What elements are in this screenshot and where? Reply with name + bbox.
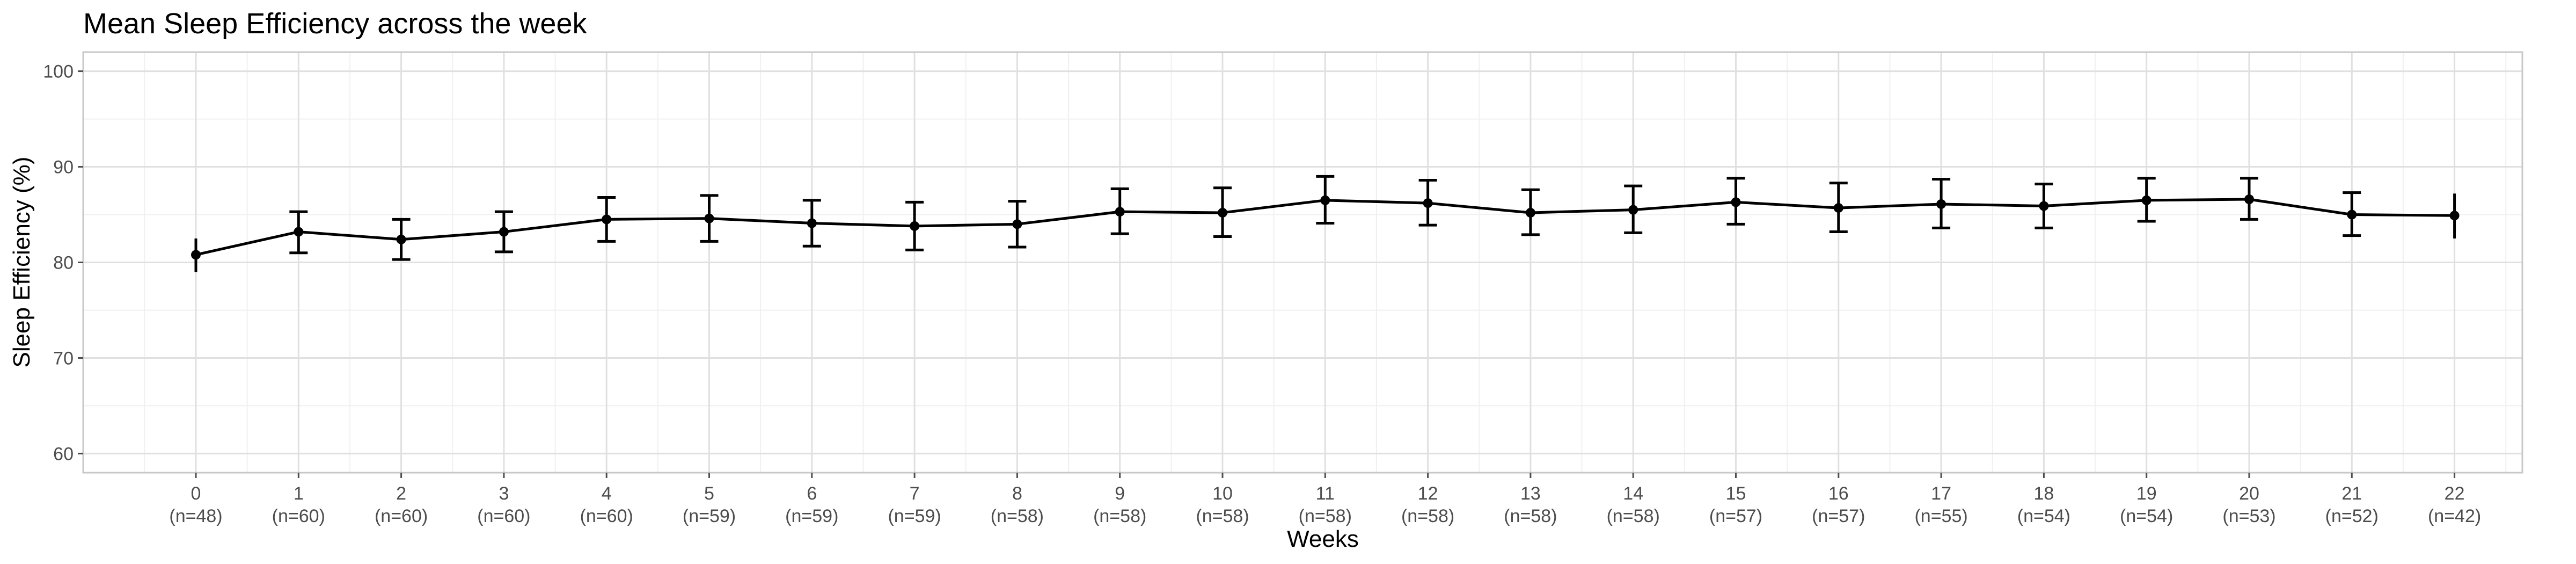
data-point [1320,195,1330,205]
x-tick-label: 12 [1418,483,1438,504]
data-point [1012,219,1022,229]
x-tick-n-label: (n=58) [1607,506,1660,526]
x-tick-label: 2 [396,483,406,504]
y-tick-label: 80 [53,253,74,273]
x-tick-n-label: (n=42) [2428,506,2481,526]
x-tick-label: 0 [191,483,201,504]
x-tick-n-label: (n=59) [785,506,838,526]
data-point [2141,195,2151,205]
x-tick-n-label: (n=58) [1401,506,1454,526]
data-point [910,221,920,231]
data-point [1423,198,1433,208]
x-tick-label: 5 [704,483,714,504]
data-point [1115,207,1125,217]
x-tick-n-label: (n=57) [1812,506,1865,526]
x-tick-label: 20 [2239,483,2259,504]
data-point [1525,207,1535,218]
x-tick-label: 6 [807,483,817,504]
data-point [2244,194,2254,205]
x-tick-n-label: (n=60) [477,506,530,526]
data-point [294,227,304,237]
x-axis: 0(n=48)1(n=60)2(n=60)3(n=60)4(n=60)5(n=5… [169,473,2481,526]
x-tick-n-label: (n=60) [375,506,428,526]
data-point [2449,211,2460,221]
data-point [1628,205,1638,215]
data-point [1833,203,1843,213]
x-axis-title: Weeks [1287,526,1359,552]
x-tick-n-label: (n=60) [272,506,325,526]
x-tick-label: 15 [1726,483,1746,504]
data-point [807,218,817,228]
data-point [1731,197,1741,207]
series-marks [191,175,2460,272]
x-tick-n-label: (n=48) [169,506,222,526]
x-tick-label: 13 [1520,483,1541,504]
x-tick-label: 8 [1012,483,1022,504]
x-tick-n-label: (n=60) [580,506,633,526]
data-point [396,234,406,244]
x-tick-n-label: (n=58) [1504,506,1557,526]
plot-grid [83,52,2522,473]
data-point [1936,199,1946,209]
x-tick-label: 19 [2136,483,2157,504]
x-tick-n-label: (n=58) [991,506,1044,526]
x-tick-label: 3 [499,483,509,504]
x-tick-n-label: (n=53) [2222,506,2275,526]
x-tick-n-label: (n=58) [1299,506,1352,526]
x-tick-n-label: (n=54) [2120,506,2173,526]
y-tick-label: 100 [43,62,74,82]
x-tick-label: 1 [294,483,304,504]
x-tick-label: 11 [1316,483,1335,504]
y-axis-title: Sleep Efficiency (%) [9,157,35,368]
x-tick-n-label: (n=54) [2017,506,2070,526]
y-tick-label: 60 [53,444,74,464]
x-tick-n-label: (n=57) [1709,506,1762,526]
y-axis: 60 70 80 90 100 [43,62,83,464]
x-tick-n-label: (n=55) [1914,506,1967,526]
x-tick-n-label: (n=59) [683,506,736,526]
data-point [499,227,509,237]
x-tick-label: 18 [2033,483,2054,504]
x-tick-n-label: (n=59) [888,506,941,526]
x-tick-label: 21 [2341,483,2362,504]
x-tick-label: 10 [1212,483,1233,504]
data-point [2347,209,2357,220]
data-point [602,214,612,225]
data-point [704,213,714,223]
x-tick-label: 16 [1828,483,1849,504]
chart-title: Mean Sleep Efficiency across the week [83,8,587,40]
y-tick-label: 70 [53,348,74,368]
data-point [1218,207,1227,218]
x-tick-label: 4 [602,483,612,504]
data-point [191,250,201,260]
x-tick-label: 7 [910,483,920,504]
x-tick-n-label: (n=58) [1196,506,1249,526]
x-tick-n-label: (n=58) [1093,506,1146,526]
x-tick-label: 22 [2445,483,2465,504]
x-tick-n-label: (n=52) [2325,506,2379,526]
x-tick-label: 9 [1115,483,1125,504]
x-tick-label: 14 [1623,483,1643,504]
y-tick-label: 90 [53,157,74,178]
data-point [2039,201,2049,211]
x-tick-label: 17 [1931,483,1951,504]
